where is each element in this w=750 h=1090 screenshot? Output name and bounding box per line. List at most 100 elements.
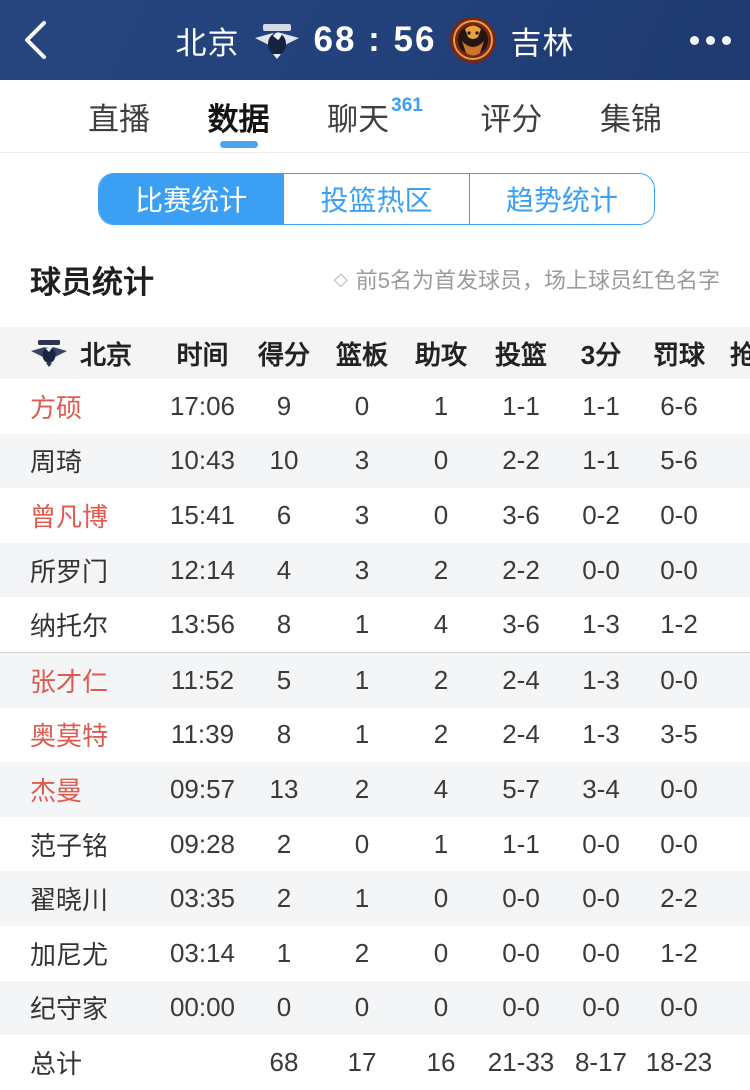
tab-data[interactable]: 数据 <box>208 80 270 152</box>
subtab-trend-stats[interactable]: 趋势统计 <box>468 174 654 224</box>
player-rows: 方硕 17:06 9 0 1 1-1 1-1 6-6 周琦 10:43 10 3… <box>0 379 750 1036</box>
stat-time: 10:43 <box>169 445 236 476</box>
stat-rebounds: 3 <box>354 445 370 476</box>
ellipsis-dot <box>689 35 699 45</box>
stat-assists: 0 <box>433 445 449 476</box>
stat-time: 03:35 <box>169 883 236 914</box>
section-note: ◇ 前5名为首发球员，场上球员红色名字 <box>334 263 720 295</box>
stat-rebounds: 1 <box>354 664 370 695</box>
stat-field-goals: 2-4 <box>502 719 540 750</box>
chat-count-badge: 361 <box>391 95 423 116</box>
beijing-team-logo-icon <box>252 17 302 63</box>
stat-rebounds: 3 <box>354 554 370 585</box>
col-header-rebounds: 篮板 <box>335 339 388 370</box>
col-header-three-points: 3分 <box>580 339 622 370</box>
jilin-team-logo-icon <box>448 17 498 63</box>
stat-time: 11:39 <box>170 719 235 750</box>
subtab-match-stats[interactable]: 比赛统计 <box>99 174 284 224</box>
stat-assists: 0 <box>433 883 449 914</box>
stat-rebounds: 2 <box>354 937 370 968</box>
player-name: 张才仁 <box>30 666 109 697</box>
stat-free-throws: 1-2 <box>660 937 698 968</box>
stat-field-goals: 0-0 <box>502 992 540 1023</box>
back-chevron-icon <box>25 21 46 59</box>
player-name: 加尼尤 <box>30 939 109 970</box>
stat-rebounds: 1 <box>354 609 370 640</box>
stat-three-points: 0-0 <box>582 828 620 859</box>
stat-points: 9 <box>276 390 292 421</box>
stat-rebounds: 3 <box>354 499 370 530</box>
stat-free-throws: 6-6 <box>660 390 698 421</box>
player-name: 纪守家 <box>30 994 109 1025</box>
table-row: 曾凡博 15:41 6 3 0 3-6 0-2 0-0 <box>0 488 750 543</box>
table-row: 周琦 10:43 10 3 0 2-2 1-1 5-6 <box>0 433 750 489</box>
tab-chat[interactable]: 聊天 361 <box>327 80 423 152</box>
section-note-text: 前5名为首发球员，场上球员红色名字 <box>355 268 720 293</box>
stat-points: 8 <box>276 719 292 750</box>
stat-free-throws: 0-0 <box>660 828 698 859</box>
player-name: 曾凡博 <box>30 501 109 532</box>
stat-points: 1 <box>276 937 292 968</box>
player-name: 杰曼 <box>30 775 83 806</box>
stat-three-points: 0-0 <box>582 992 620 1023</box>
stat-field-goals: 3-6 <box>502 609 540 640</box>
stat-free-throws: 0-0 <box>660 992 698 1023</box>
stat-field-goals: 2-2 <box>502 445 540 476</box>
away-team-name: 吉林 <box>510 25 575 61</box>
stat-assists: 2 <box>433 719 449 750</box>
stat-field-goals: 3-6 <box>502 499 540 530</box>
beijing-logo-small-icon <box>30 338 70 368</box>
tab-rating[interactable]: 评分 <box>480 80 542 152</box>
player-name: 奥莫特 <box>30 721 109 752</box>
stat-field-goals: 1-1 <box>502 828 540 859</box>
col-header-free-throws: 罚球 <box>652 339 705 370</box>
tab-highlights[interactable]: 集锦 <box>600 80 662 152</box>
stat-assists: 2 <box>433 664 449 695</box>
stat-time: 03:14 <box>169 937 236 968</box>
stat-free-throws: 2-2 <box>660 883 698 914</box>
stat-points: 4 <box>276 554 292 585</box>
tab-label: 直播 <box>88 101 150 137</box>
stat-free-throws: 0-0 <box>660 773 698 804</box>
stat-time: 09:28 <box>169 828 236 859</box>
stats-table-scroll-area[interactable]: 北京 时间 得分 篮板 助攻 投篮 3分 罚球 抢断 方硕 17:06 9 0 … <box>0 327 750 1090</box>
stat-field-goals: 0-0 <box>502 883 540 914</box>
subtab-shot-chart[interactable]: 投篮热区 <box>283 174 469 224</box>
stat-three-points: 3-4 <box>582 773 620 804</box>
ellipsis-dot <box>705 35 715 45</box>
player-name: 所罗门 <box>30 556 109 587</box>
tab-label: 集锦 <box>599 101 662 137</box>
stat-assists: 0 <box>433 499 449 530</box>
stat-assists: 0 <box>433 992 449 1023</box>
stat-points: 2 <box>276 828 292 859</box>
stat-three-points: 1-3 <box>582 719 620 750</box>
tab-live[interactable]: 直播 <box>88 80 150 152</box>
totals-field-goals: 21-33 <box>487 1046 555 1077</box>
tab-label: 评分 <box>480 101 543 137</box>
stat-rebounds: 0 <box>354 828 370 859</box>
stat-three-points: 1-1 <box>582 390 620 421</box>
player-name: 周琦 <box>30 447 83 478</box>
team-header-label: 北京 <box>80 339 133 370</box>
stat-rebounds: 1 <box>354 883 370 914</box>
stat-assists: 0 <box>433 937 449 968</box>
table-row: 所罗门 12:14 4 3 2 2-2 0-0 0-0 <box>0 542 750 598</box>
table-row: 范子铭 09:28 2 0 1 1-1 0-0 0-0 <box>0 817 750 872</box>
ellipsis-dot <box>721 35 731 45</box>
team-header-cell: 北京 <box>0 335 160 372</box>
stat-free-throws: 0-0 <box>660 499 698 530</box>
stat-time: 00:00 <box>169 992 236 1023</box>
more-menu-button[interactable] <box>670 0 750 80</box>
back-button[interactable] <box>0 0 70 80</box>
player-stats-table: 北京 时间 得分 篮板 助攻 投篮 3分 罚球 抢断 方硕 17:06 9 0 … <box>0 327 750 1090</box>
stat-field-goals: 5-7 <box>502 773 540 804</box>
totals-points: 68 <box>269 1046 299 1077</box>
stat-field-goals: 0-0 <box>502 937 540 968</box>
totals-label: 总计 <box>30 1048 83 1079</box>
stat-three-points: 1-3 <box>582 609 620 640</box>
stat-points: 0 <box>276 992 292 1023</box>
stat-three-points: 1-1 <box>582 445 620 476</box>
table-row: 加尼尤 03:14 1 2 0 0-0 0-0 1-2 <box>0 926 750 981</box>
stat-rebounds: 0 <box>354 992 370 1023</box>
stat-field-goals: 2-4 <box>502 664 540 695</box>
